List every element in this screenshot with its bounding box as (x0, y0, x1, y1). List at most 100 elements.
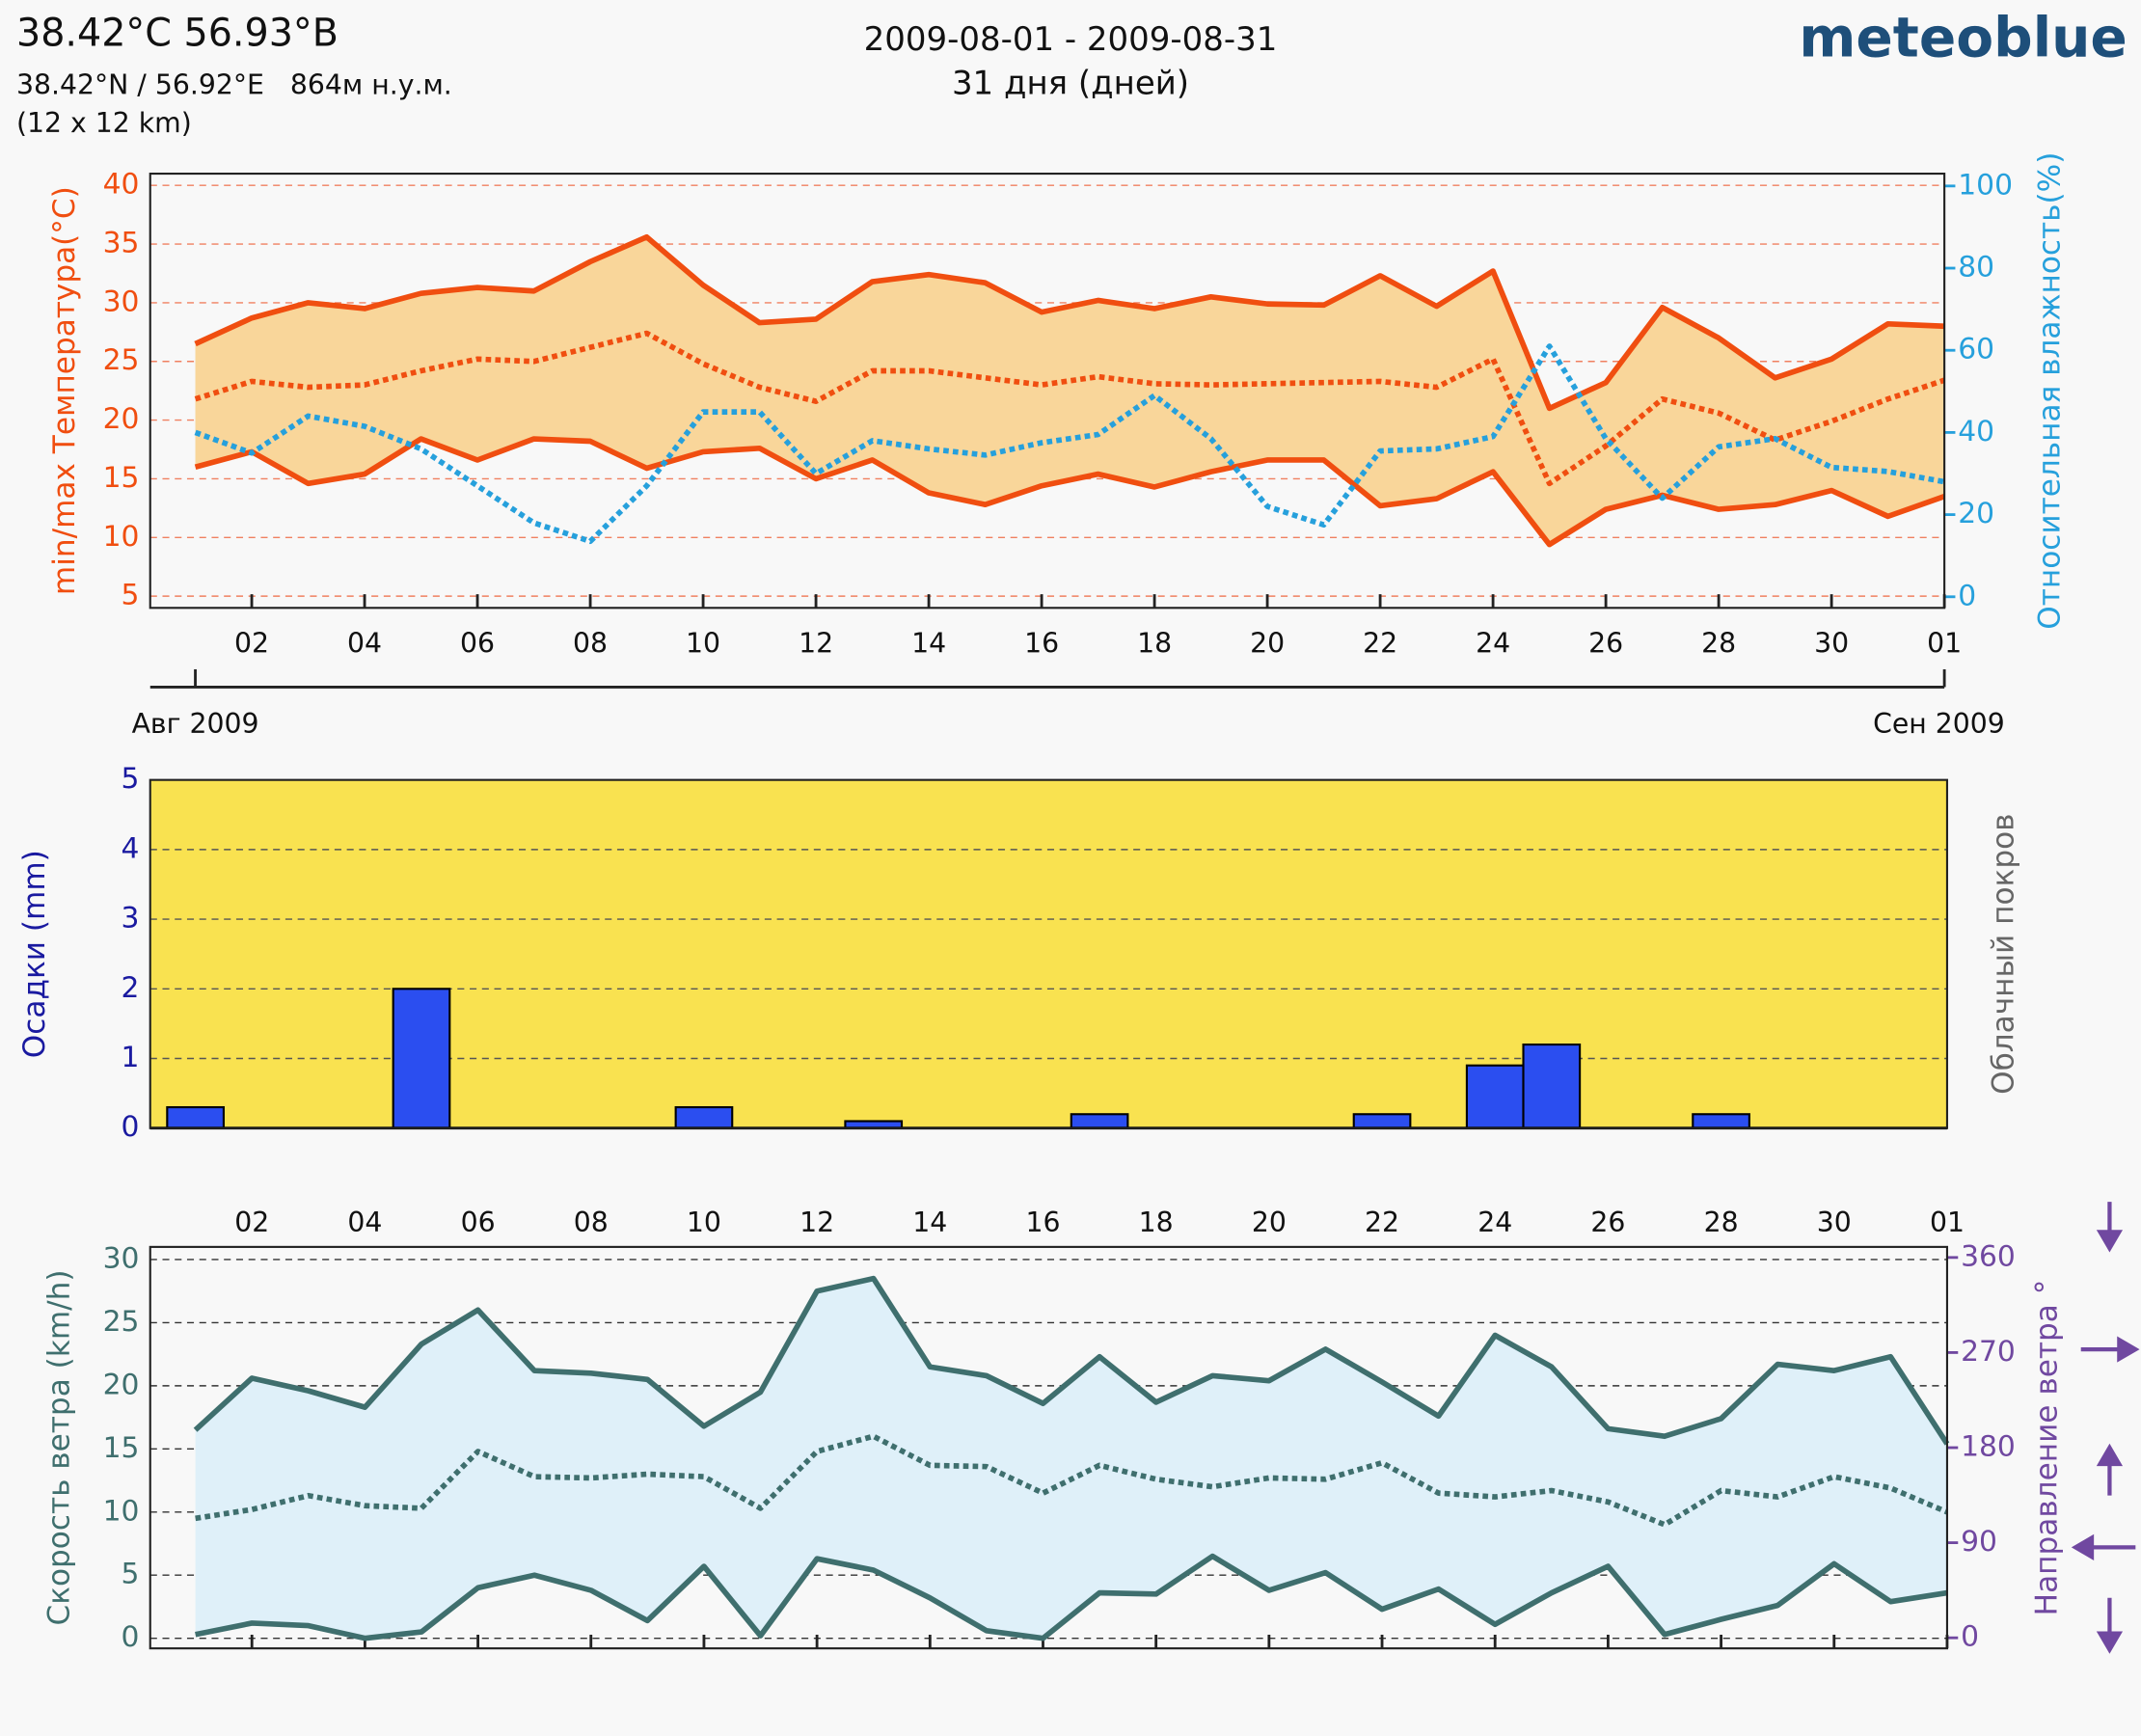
y2-axis-label: Облачный покров (1986, 813, 2020, 1094)
y2-tick-label: 20 (1958, 497, 1994, 530)
month-label: Сен 2009 (1873, 708, 2005, 740)
y-tick-label: 15 (103, 461, 140, 495)
bar (1692, 1113, 1750, 1129)
y-tick-label: 25 (103, 343, 140, 377)
x-tick-label: 02 (234, 628, 269, 660)
x-tick-label: 22 (1365, 1207, 1399, 1238)
y-axis-label: Скорость ветра (km/h) (41, 1269, 76, 1625)
series-line (195, 1553, 1948, 1641)
series-line (194, 343, 1945, 545)
bar (1352, 1113, 1412, 1129)
x-tick-label: 08 (574, 1207, 609, 1238)
x-tick-label: 02 (234, 1207, 269, 1238)
y-axis-label: Осадки (mm) (17, 850, 52, 1058)
y-tick-label: 20 (103, 402, 140, 436)
bar (1465, 1064, 1525, 1129)
y-tick-label: 30 (103, 285, 140, 318)
y-tick-label: 5 (121, 762, 139, 796)
x-tick-label: 14 (911, 628, 946, 660)
y-tick-label: 2 (121, 971, 139, 1005)
y2-tick-label: 40 (1958, 415, 1994, 448)
y-tick-label: 0 (121, 1110, 139, 1144)
y-tick-label: 10 (103, 1494, 140, 1528)
header-coords: 38.42°C 56.93°B (16, 12, 339, 56)
y2-tick-label: 100 (1958, 168, 2013, 202)
header-resolution: (12 x 12 km) (16, 107, 192, 139)
y2-tick-label: 180 (1961, 1430, 2016, 1464)
plot-frame (149, 778, 1949, 1129)
y2-tick-label: 0 (1958, 579, 1976, 612)
x-tick-label: 28 (1701, 628, 1736, 660)
y2-tick-label: 360 (1961, 1239, 2016, 1273)
x-tick-label: 30 (1817, 1207, 1852, 1238)
x-tick-label: 08 (573, 628, 608, 660)
x-tick-label: 28 (1704, 1207, 1739, 1238)
plot-frame (149, 172, 1946, 610)
series-line (195, 1433, 1949, 1528)
y-tick-label: 3 (121, 902, 139, 936)
y2-tick-label: 0 (1961, 1620, 1979, 1654)
x-tick-label: 04 (347, 628, 382, 660)
y-tick-label: 15 (103, 1431, 140, 1465)
bar (674, 1105, 734, 1129)
y2-axis-label: Направление ветра ° (2030, 1280, 2065, 1616)
x-tick-label: 10 (687, 1207, 721, 1238)
y2-axis-label: Относительная влажность(%) (2033, 152, 2068, 630)
x-tick-label: 16 (1025, 1207, 1060, 1238)
bar (166, 1105, 225, 1129)
y2-tick-label: 90 (1961, 1525, 1997, 1559)
x-tick-label: 12 (799, 1207, 834, 1238)
bar (392, 988, 451, 1129)
range-band (195, 236, 1945, 545)
header-location: 38.42°N / 56.92°E 864м н.у.м. (16, 68, 452, 100)
y2-tick-label: 60 (1958, 333, 1994, 366)
y-tick-label: 1 (121, 1041, 139, 1074)
x-tick-label: 20 (1250, 628, 1285, 660)
y-tick-label: 5 (121, 579, 139, 612)
y-axis-label: min/max Температура(°C) (47, 186, 82, 595)
y2-tick-label: 270 (1961, 1335, 2016, 1369)
x-tick-label: 01 (1927, 628, 1962, 660)
header-days: 31 дня (дней) (952, 65, 1189, 103)
x-tick-label: 26 (1590, 1207, 1625, 1238)
range-band (195, 1278, 1947, 1639)
y2-tick-label: 80 (1958, 251, 1994, 285)
series-line (194, 233, 1945, 412)
x-tick-label: 06 (460, 628, 495, 660)
month-label: Авг 2009 (132, 708, 259, 740)
y-tick-label: 30 (103, 1241, 140, 1275)
y-tick-label: 35 (103, 227, 140, 260)
y-tick-label: 4 (121, 831, 139, 865)
y-tick-label: 25 (103, 1305, 140, 1339)
x-tick-label: 04 (347, 1207, 382, 1238)
header-period: 2009-08-01 - 2009-08-31 (864, 20, 1278, 59)
x-tick-label: 26 (1588, 628, 1623, 660)
series-line (193, 1275, 1950, 1446)
x-tick-label: 20 (1252, 1207, 1287, 1238)
y-tick-label: 10 (103, 520, 140, 554)
x-tick-label: 10 (686, 628, 720, 660)
y-tick-label: 0 (121, 1620, 139, 1654)
x-tick-label: 18 (1139, 1207, 1174, 1238)
brand-logo: meteoblue (1799, 6, 2127, 69)
x-tick-label: 24 (1477, 1207, 1512, 1238)
x-tick-label: 22 (1363, 628, 1397, 660)
x-tick-label: 24 (1476, 628, 1510, 660)
x-tick-label: 18 (1137, 628, 1172, 660)
x-tick-label: 16 (1024, 628, 1059, 660)
x-tick-label: 12 (799, 628, 833, 660)
y-tick-label: 5 (121, 1558, 139, 1591)
wind-arrows (2071, 1202, 2140, 1654)
x-tick-label: 30 (1814, 628, 1849, 660)
x-tick-label: 06 (461, 1207, 496, 1238)
x-tick-label: 14 (912, 1207, 947, 1238)
y-tick-label: 20 (103, 1368, 140, 1401)
bar (1070, 1113, 1129, 1129)
series-line (194, 436, 1946, 548)
x-tick-label: 01 (1930, 1207, 1965, 1238)
series-line (194, 330, 1946, 487)
bar (1522, 1044, 1582, 1129)
y-tick-label: 40 (103, 168, 140, 202)
